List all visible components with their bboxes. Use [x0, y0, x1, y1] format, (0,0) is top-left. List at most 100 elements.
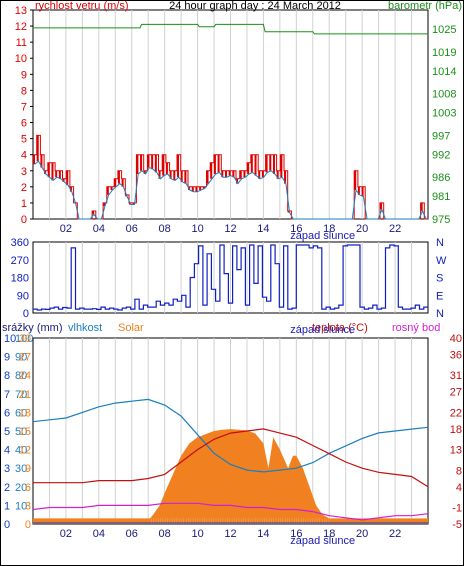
wind-axis-tick: 4 [21, 150, 27, 162]
temp-axis-tick: 13 [450, 445, 462, 457]
wind-axis-tick: 0 [21, 214, 27, 226]
wind-gust-bar [103, 202, 106, 207]
solar-axis-tick: 18 [19, 407, 31, 419]
pressure-axis-tick: 975 [432, 214, 450, 226]
solar-axis-tick: 24 [19, 370, 31, 382]
temp-x-tick: 22 [389, 528, 401, 540]
direction-compass-tick: W [436, 255, 447, 267]
temp-x-tick: 16 [290, 528, 302, 540]
wind-axis-tick: 12 [15, 21, 27, 33]
temp-axis-tick: -5 [452, 519, 462, 531]
temp-x-tick: 06 [126, 528, 138, 540]
precip-axis-tick: 2 [4, 482, 10, 494]
wind-gust-bar [254, 154, 257, 176]
direction-compass-tick: S [436, 273, 443, 285]
wind-x-tick: 02 [60, 223, 72, 235]
wind-gust-bar [217, 154, 220, 173]
pressure-axis-tick: 1025 [432, 24, 456, 36]
solar-axis-tick: 12 [19, 445, 31, 457]
pressure-axis-tick: 1014 [432, 66, 456, 78]
sunset-label-2: západ slunce [290, 324, 355, 336]
solar-label: Solar [118, 322, 144, 334]
temp-axis-tick: 18 [450, 424, 462, 436]
wind-gust-bar [228, 170, 231, 176]
wind-gust-bar [151, 154, 154, 170]
wind-gust-bar [147, 154, 150, 168]
wind-gust-bar [40, 154, 43, 168]
wind-gust-bar [213, 154, 216, 174]
precip-axis-tick: 1 [4, 500, 10, 512]
wind-gust-bar [154, 154, 157, 173]
pressure-axis-tick: 1008 [432, 89, 456, 101]
solar-axis-tick: 6 [25, 482, 31, 494]
humidity-label: vlhkost [68, 322, 102, 334]
humidity-axis-tick: 100 [15, 333, 33, 345]
humidity-axis-tick: 60 [15, 407, 27, 419]
chart-title: 24 hour graph day : 24 March 2012 [169, 0, 341, 12]
dewpoint-label: rosný bod [392, 322, 440, 334]
wind-gust-bar [361, 186, 364, 197]
wind-gust-bar [258, 170, 261, 179]
wind-gust-bar [243, 170, 246, 178]
wind-axis-tick: 9 [21, 69, 27, 81]
humidity-axis-tick: 40 [15, 445, 27, 457]
pressure-axis-tick: 986 [432, 172, 450, 184]
wind-gust-bar [51, 162, 54, 181]
wind-axis-tick: 6 [21, 118, 27, 130]
wind-axis-tick: 2 [21, 182, 27, 194]
wind-axis-label: rychlost vetru (m/s) [35, 0, 129, 12]
temp-axis-tick: 4 [456, 482, 462, 494]
wind-x-tick: 06 [126, 223, 138, 235]
wind-gust-bar [250, 154, 253, 173]
direction-compass-tick: N [436, 237, 444, 249]
humidity-axis-tick: 10 [15, 500, 27, 512]
wind-gust-bar [136, 154, 139, 174]
humidity-axis-tick: 80 [15, 370, 27, 382]
temp-axis-tick: 8 [456, 465, 462, 477]
wind-x-tick: 08 [159, 223, 171, 235]
wind-gust-bar [169, 170, 172, 179]
temp-axis-tick: 31 [450, 370, 462, 382]
wind-gust-bar [55, 170, 58, 178]
temp-axis-tick: -1 [452, 502, 462, 514]
temp-axis-tick: 36 [450, 350, 462, 362]
precip-axis-tick: 9 [4, 352, 10, 364]
temp-x-tick: 18 [323, 528, 335, 540]
wind-gust-bar [180, 170, 183, 183]
wind-gust-bar [199, 186, 202, 191]
solar-axis-tick: 30 [19, 333, 31, 345]
wind-x-tick: 14 [257, 223, 269, 235]
wind-gust-bar [206, 170, 209, 184]
wind-x-tick: 12 [224, 223, 236, 235]
wind-gust-bar [210, 162, 213, 179]
wind-axis-tick: 13 [15, 5, 27, 17]
precip-axis-tick: 4 [4, 445, 10, 457]
direction-axis-tick: 0 [23, 308, 29, 320]
wind-gust-bar [276, 170, 279, 179]
wind-x-tick: 22 [389, 223, 401, 235]
wind-gust-bar [58, 170, 61, 179]
dewpoint-line [32, 502, 429, 521]
temp-axis-tick: 40 [450, 333, 462, 345]
wind-gust-bar [224, 170, 227, 178]
wind-gust-bar [195, 186, 198, 192]
wind-gust-bar [380, 202, 383, 210]
wind-gust-bar [202, 186, 205, 189]
humidity-line [32, 398, 429, 473]
pressure-axis-tick: 997 [432, 130, 450, 142]
wind-gust-bar [62, 178, 65, 183]
wind-axis-tick: 7 [21, 101, 27, 113]
precip-axis-tick: 8 [4, 370, 10, 382]
wind-gust-bar [36, 135, 39, 162]
wind-x-tick: 20 [356, 223, 368, 235]
humidity-axis-tick: 20 [15, 482, 27, 494]
temp-x-tick: 12 [224, 528, 236, 540]
wind-gust-bar [280, 154, 283, 178]
wind-gust-bar [184, 170, 187, 184]
direction-axis-tick: 270 [11, 255, 29, 267]
wind-x-tick: 10 [191, 223, 203, 235]
temperature-label: teplota (°C) [312, 322, 368, 334]
solar-axis-tick: 3 [25, 500, 31, 512]
